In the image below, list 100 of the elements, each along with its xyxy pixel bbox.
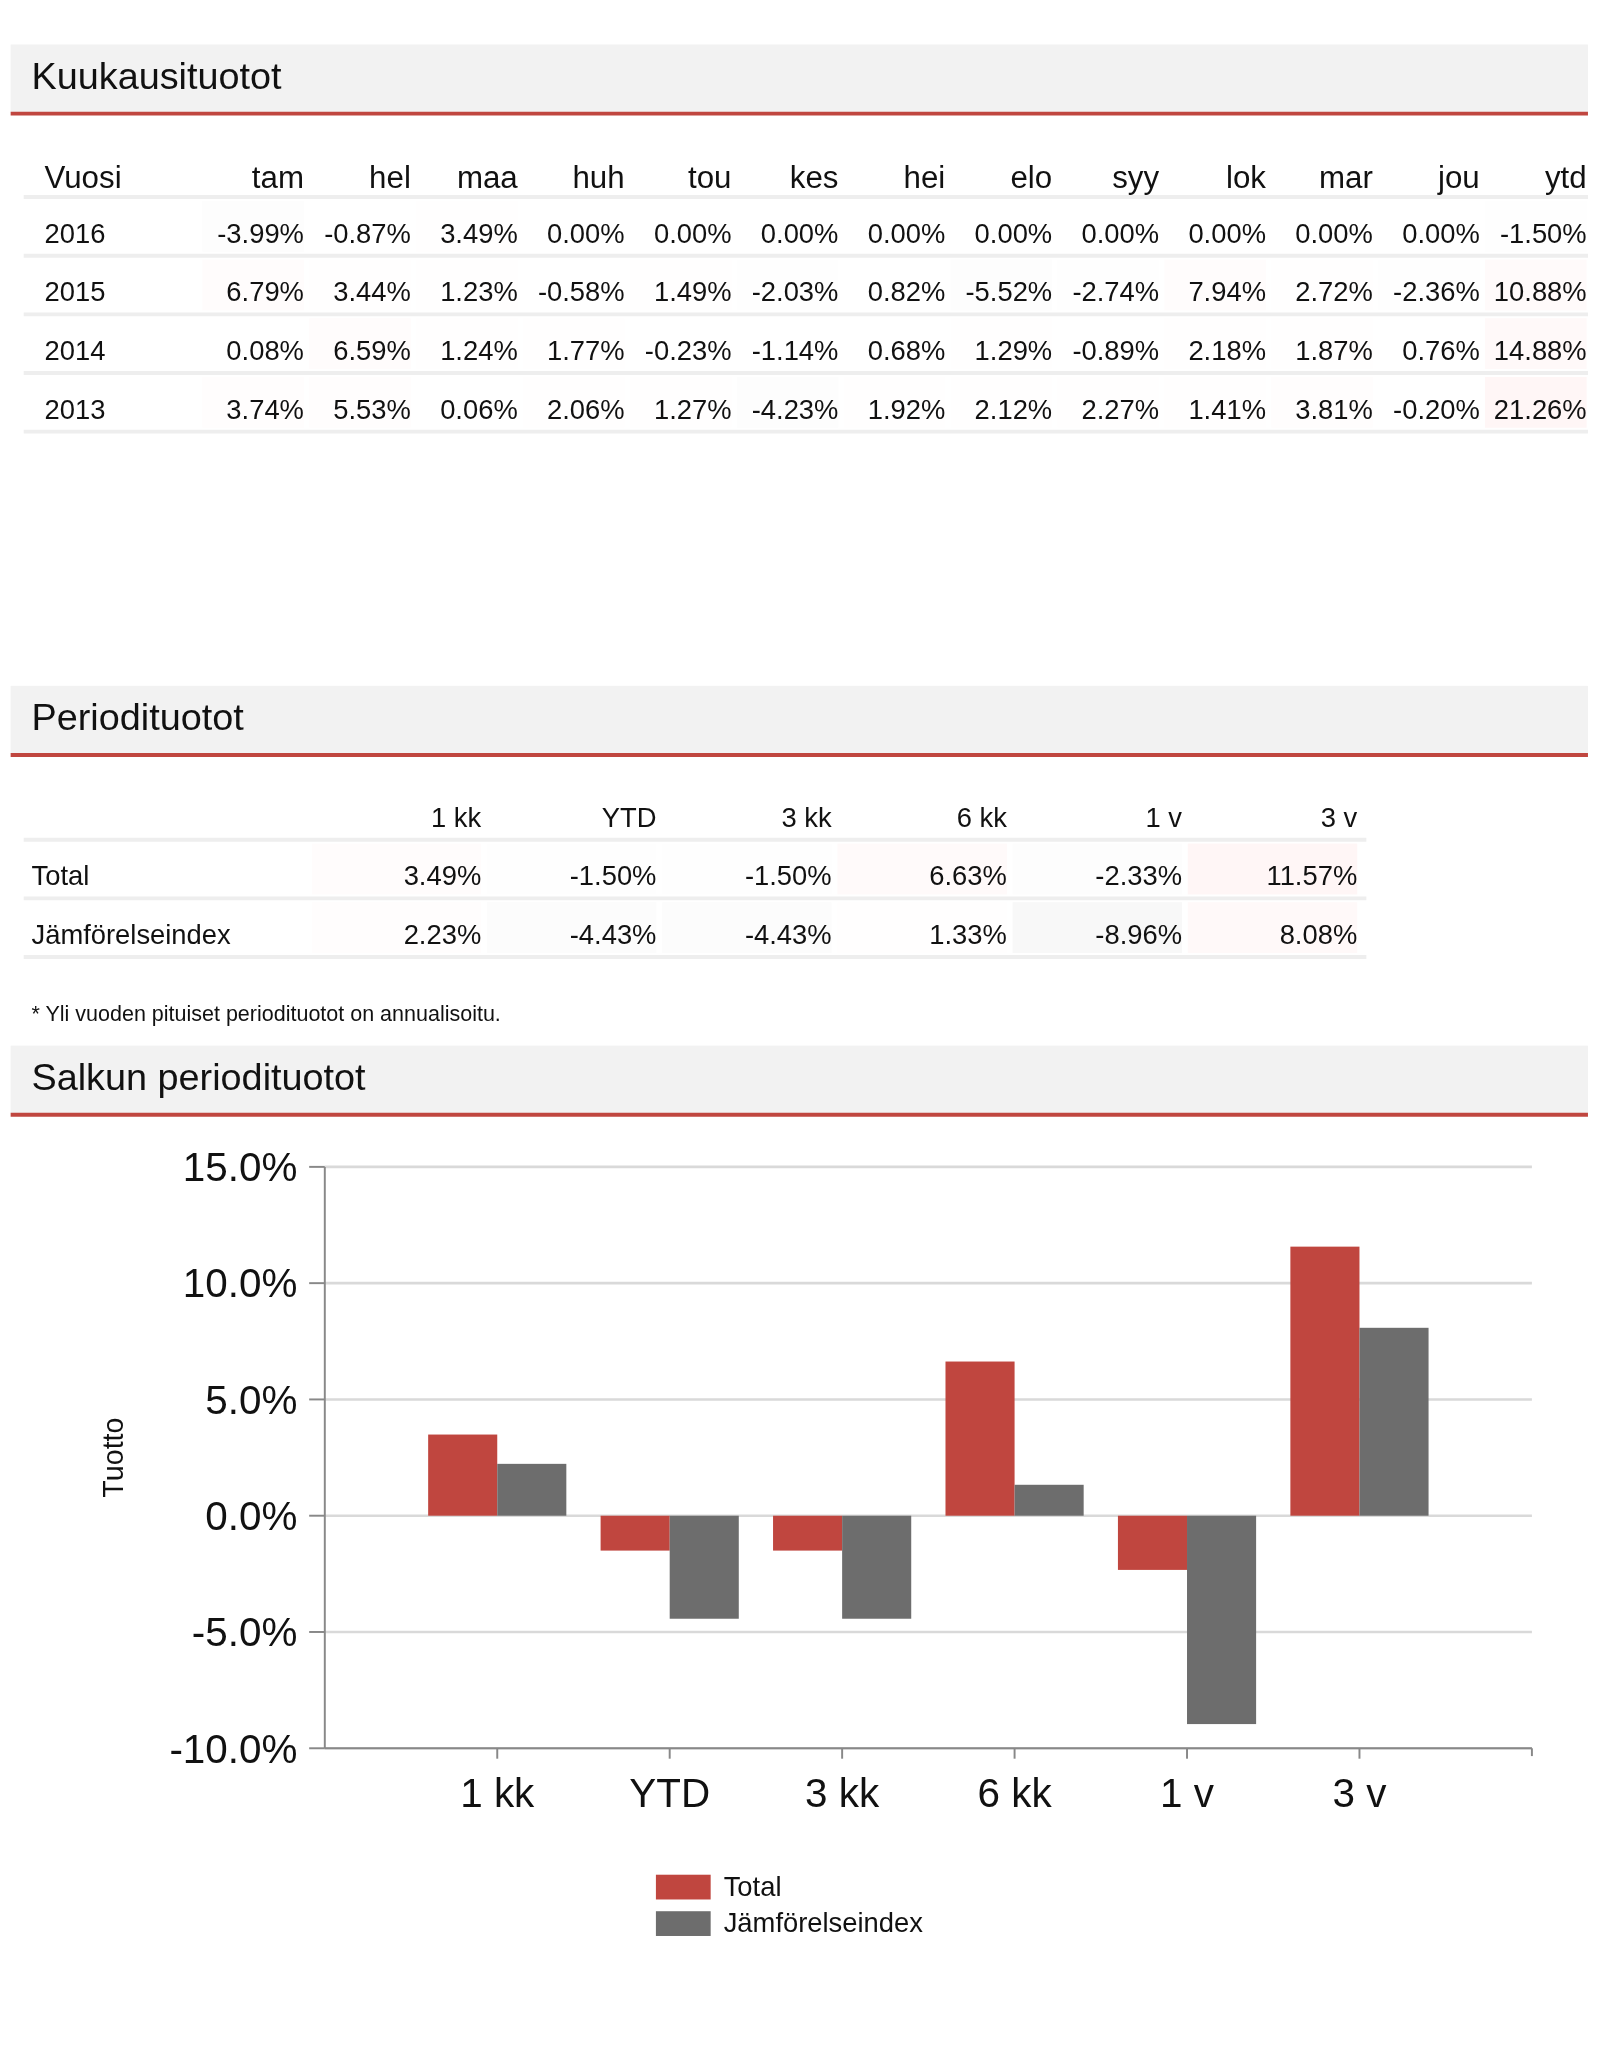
- data-label: 1.23%: [440, 276, 518, 308]
- data-label: 3.74%: [226, 393, 304, 425]
- x-tick-label: 3 kk: [781, 801, 832, 833]
- data-label: 5.53%: [333, 393, 411, 425]
- data-label: -2.33%: [1095, 860, 1183, 892]
- y-axis-title: Vuosi: [44, 159, 122, 195]
- data-label: 8.08%: [1279, 918, 1358, 950]
- chart-title: Salkun periodituotot: [31, 1055, 367, 1098]
- data-label: 1.49%: [653, 276, 732, 308]
- x-tick-label: 6 kk: [956, 801, 1008, 833]
- data-label: 2.23%: [403, 918, 482, 950]
- y-tick-label: 5.0%: [205, 1376, 298, 1423]
- data-label: 6.79%: [226, 276, 304, 308]
- data-label: -4.43%: [744, 918, 832, 950]
- y-tick-label: -10.0%: [169, 1725, 298, 1772]
- data-label: 0.08%: [226, 334, 304, 366]
- data-label: 3.49%: [440, 217, 518, 249]
- legend-label: Total: [723, 1870, 782, 1902]
- data-label: 0.00%: [1402, 217, 1480, 249]
- text: * Yli vuoden pituiset periodituotot on annualisoitu.: [31, 1001, 501, 1026]
- data-label: 0.82%: [867, 276, 946, 308]
- data-label: 0.68%: [867, 334, 946, 366]
- y-tick-label: Jämförelseindex: [31, 918, 232, 950]
- data-label: 21.26%: [1493, 393, 1587, 425]
- data-label: -1.14%: [751, 334, 839, 366]
- x-tick-label: 1 v: [1145, 801, 1183, 833]
- x-tick-label: YTD: [601, 801, 657, 833]
- y-tick-label: Total: [31, 860, 90, 892]
- data-label: -0.20%: [1393, 393, 1480, 425]
- y-tick-label: 2013: [44, 393, 106, 425]
- data-label: 1.24%: [440, 334, 518, 366]
- data-label: 0.00%: [1295, 217, 1373, 249]
- x-tick-label: 1 kk: [431, 801, 482, 833]
- data-label: -2.36%: [1393, 276, 1480, 308]
- x-tick-label: maa: [456, 159, 519, 195]
- x-tick-label: huh: [572, 159, 625, 195]
- x-tick-label: 6 kk: [977, 1769, 1053, 1816]
- x-tick-label: YTD: [629, 1769, 711, 1816]
- x-tick-label: mar: [1319, 159, 1373, 195]
- x-tick-label: hei: [903, 159, 946, 195]
- data-label: 0.00%: [974, 217, 1053, 249]
- data-label: 6.63%: [929, 860, 1007, 892]
- y-tick-label: 2014: [44, 334, 106, 366]
- x-tick-label: 3 v: [1320, 801, 1358, 833]
- x-tick-label: lok: [1226, 159, 1267, 195]
- data-label: 1.29%: [974, 334, 1053, 366]
- y-tick-label: 2015: [44, 276, 106, 308]
- data-label: -4.43%: [569, 918, 657, 950]
- y-tick-label: 10.0%: [182, 1260, 298, 1307]
- data-label: -2.03%: [751, 276, 839, 308]
- data-label: -8.96%: [1095, 918, 1183, 950]
- data-label: 3.81%: [1295, 393, 1373, 425]
- data-label: 10.88%: [1493, 276, 1587, 308]
- data-label: 1.33%: [929, 918, 1007, 950]
- data-label: 1.77%: [547, 334, 625, 366]
- y-tick-label: 0.0%: [205, 1493, 298, 1540]
- data-label: 0.00%: [760, 217, 839, 249]
- data-label: 7.94%: [1188, 276, 1266, 308]
- x-tick-label: elo: [1010, 159, 1053, 195]
- data-label: 0.00%: [1081, 217, 1160, 249]
- x-tick-label: ytd: [1544, 159, 1587, 195]
- data-label: 2.27%: [1081, 393, 1160, 425]
- data-label: 3.49%: [403, 860, 482, 892]
- data-label: -0.23%: [644, 334, 732, 366]
- data-label: 0.00%: [547, 217, 625, 249]
- x-tick-label: tou: [688, 159, 732, 195]
- data-label: 6.59%: [333, 334, 411, 366]
- data-label: 2.06%: [547, 393, 625, 425]
- legend-label: Jämförelseindex: [723, 1907, 924, 1939]
- x-tick-label: 1 v: [1160, 1769, 1215, 1816]
- x-tick-label: jou: [1437, 159, 1480, 195]
- data-label: 1.92%: [867, 393, 946, 425]
- data-label: -5.52%: [965, 276, 1053, 308]
- data-label: 2.12%: [974, 393, 1053, 425]
- data-label: 1.27%: [653, 393, 732, 425]
- x-tick-label: 1 kk: [460, 1769, 536, 1816]
- y-tick-label: 15.0%: [182, 1144, 298, 1191]
- data-label: 11.57%: [1266, 860, 1358, 892]
- data-label: 1.87%: [1295, 334, 1373, 366]
- data-label: 1.41%: [1188, 393, 1266, 425]
- data-label: -0.89%: [1072, 334, 1160, 366]
- data-label: 0.76%: [1402, 334, 1480, 366]
- data-label: -1.50%: [569, 860, 657, 892]
- data-label: 2.18%: [1188, 334, 1266, 366]
- data-label: -0.58%: [537, 276, 625, 308]
- data-label: 0.06%: [440, 393, 518, 425]
- x-tick-label: kes: [789, 159, 839, 195]
- data-label: 3.44%: [333, 276, 411, 308]
- data-label: -1.50%: [1499, 217, 1587, 249]
- data-label: 0.00%: [867, 217, 946, 249]
- chart-title: Periodituotot: [31, 696, 245, 739]
- data-label: -1.50%: [744, 860, 832, 892]
- data-label: -3.99%: [217, 217, 304, 249]
- x-tick-label: hel: [369, 159, 411, 195]
- x-tick-label: tam: [251, 159, 304, 195]
- data-label: 14.88%: [1493, 334, 1587, 366]
- x-tick-label: syy: [1112, 159, 1160, 195]
- x-tick-label: 3 v: [1332, 1769, 1388, 1816]
- data-label: 0.00%: [653, 217, 732, 249]
- x-tick-label: 3 kk: [805, 1769, 880, 1816]
